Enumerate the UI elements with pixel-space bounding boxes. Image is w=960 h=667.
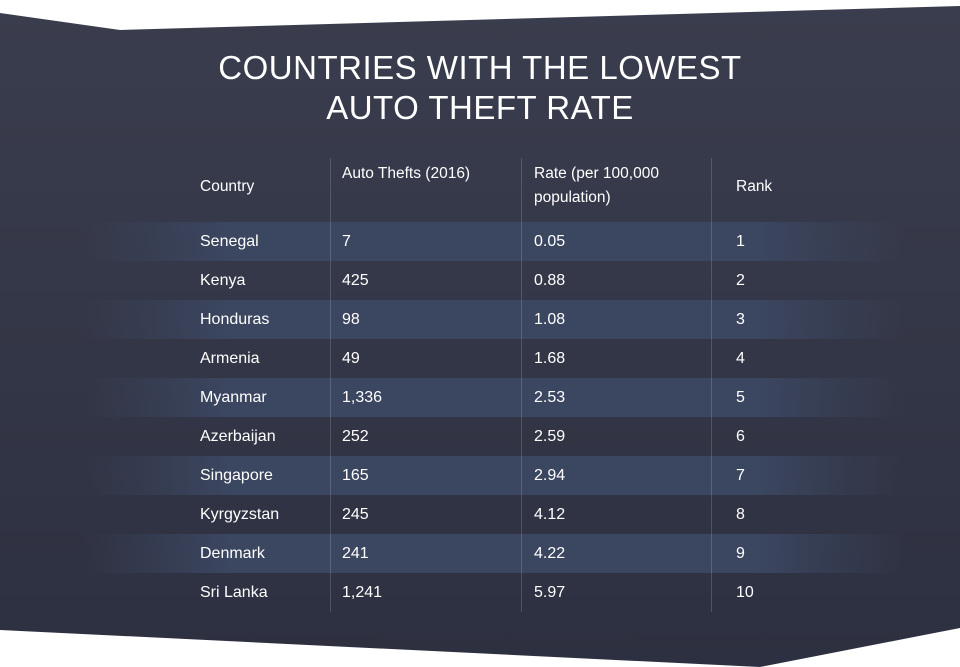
cell-rate: 5.97 xyxy=(534,584,566,601)
cell-rate: 2.53 xyxy=(534,389,566,406)
row-band xyxy=(84,378,904,417)
cell-rank: 7 xyxy=(736,467,745,484)
cell-rank: 4 xyxy=(736,350,745,367)
cell-auto-thefts: 241 xyxy=(342,545,369,562)
cell-country: Denmark xyxy=(200,545,265,562)
header-rate-line-2: population) xyxy=(534,189,611,206)
cell-country: Senegal xyxy=(200,233,259,250)
header-rate-line-1: Rate (per 100,000 xyxy=(534,165,659,182)
cell-rate: 1.68 xyxy=(534,350,566,367)
row-band xyxy=(84,456,904,495)
cell-rate: 1.08 xyxy=(534,311,566,328)
header-country: Country xyxy=(200,175,254,199)
column-divider xyxy=(330,158,331,612)
header-auto-thefts: Auto Thefts (2016) xyxy=(342,162,470,186)
cell-rate: 2.94 xyxy=(534,467,566,484)
cell-rank: 3 xyxy=(736,311,745,328)
cell-country: Honduras xyxy=(200,311,270,328)
cell-rate: 4.12 xyxy=(534,506,566,523)
header-auto-thefts-line: Auto Thefts (2016) xyxy=(342,165,471,182)
cell-country: Armenia xyxy=(200,350,260,367)
cell-auto-thefts: 245 xyxy=(342,506,369,523)
cell-rank: 1 xyxy=(736,233,745,250)
chart-title-line-2: AUTO THEFT RATE xyxy=(326,89,634,126)
cell-auto-thefts: 425 xyxy=(342,272,369,289)
cell-rate: 2.59 xyxy=(534,428,566,445)
cell-country: Kyrgyzstan xyxy=(200,506,280,523)
chart-title: COUNTRIES WITH THE LOWEST AUTO THEFT RAT… xyxy=(0,48,960,128)
row-band xyxy=(84,534,904,573)
cell-auto-thefts: 49 xyxy=(342,350,360,367)
header-rank-line: Rank xyxy=(736,178,773,195)
cell-country: Sri Lanka xyxy=(200,584,268,601)
header-rank: Rank xyxy=(736,175,772,199)
cell-rate: 0.88 xyxy=(534,272,566,289)
cell-rank: 2 xyxy=(736,272,745,289)
cell-country: Kenya xyxy=(200,272,246,289)
cell-country: Azerbaijan xyxy=(200,428,276,445)
column-divider xyxy=(711,158,712,612)
cell-auto-thefts: 252 xyxy=(342,428,369,445)
cell-rank: 6 xyxy=(736,428,745,445)
header-rate: Rate (per 100,000 population) xyxy=(534,162,659,210)
cell-rank: 8 xyxy=(736,506,745,523)
column-divider xyxy=(521,158,522,612)
cell-auto-thefts: 1,336 xyxy=(342,389,383,406)
cell-rate: 0.05 xyxy=(534,233,566,250)
chart-title-line-1: COUNTRIES WITH THE LOWEST xyxy=(218,49,742,86)
cell-rank: 5 xyxy=(736,389,745,406)
header-country-line: Country xyxy=(200,178,255,195)
cell-country: Myanmar xyxy=(200,389,267,406)
cell-auto-thefts: 98 xyxy=(342,311,360,328)
row-band xyxy=(84,222,904,261)
cell-rank: 10 xyxy=(736,584,754,601)
cell-rank: 9 xyxy=(736,545,745,562)
cell-auto-thefts: 1,241 xyxy=(342,584,383,601)
cell-rate: 4.22 xyxy=(534,545,566,562)
row-band xyxy=(84,300,904,339)
cell-auto-thefts: 7 xyxy=(342,233,351,250)
cell-auto-thefts: 165 xyxy=(342,467,369,484)
cell-country: Singapore xyxy=(200,467,273,484)
